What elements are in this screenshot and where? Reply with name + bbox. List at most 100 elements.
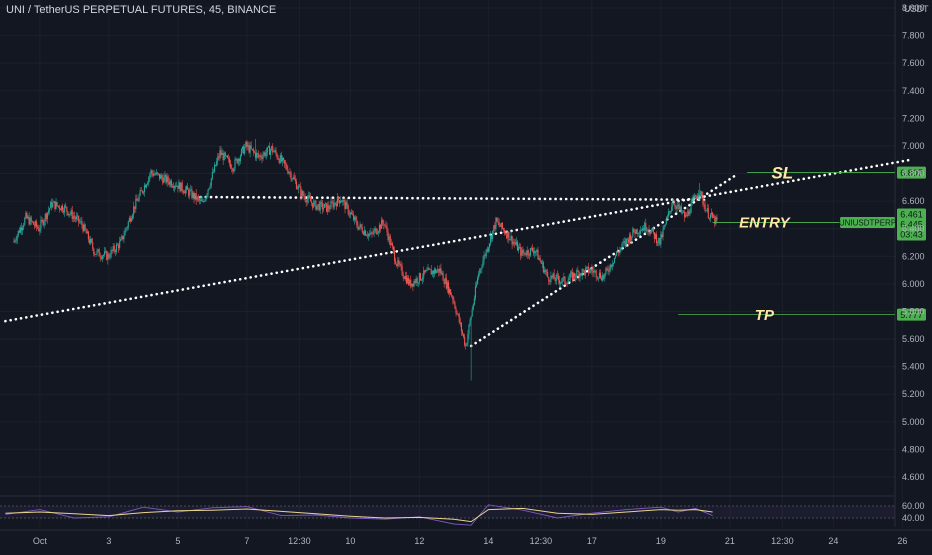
rsi-tick-label: 60.00: [902, 501, 925, 511]
candle-body: [173, 186, 175, 188]
candle-body: [234, 159, 236, 169]
candle-body: [178, 182, 180, 189]
candle-body: [482, 260, 484, 267]
candle-body: [61, 205, 64, 212]
candle-body: [135, 198, 137, 209]
candle-body: [681, 211, 683, 213]
candle-body: [486, 249, 488, 252]
candle-body: [122, 235, 124, 240]
candle-body: [497, 221, 499, 223]
time-tick-label: 26: [897, 536, 907, 546]
candle-body: [544, 270, 547, 272]
candle-body: [110, 250, 112, 258]
candle-body: [534, 250, 536, 254]
candle-body: [267, 146, 269, 148]
candle-body: [260, 155, 262, 158]
candle-body: [373, 230, 375, 234]
candle-body: [199, 199, 202, 201]
candle-body: [622, 242, 624, 244]
candle-body: [568, 278, 570, 281]
time-tick-label: 21: [725, 536, 735, 546]
candle-body: [430, 269, 432, 275]
candle-body: [299, 186, 301, 187]
candle-body: [38, 228, 40, 232]
candle-body: [478, 273, 480, 278]
candle-body: [597, 277, 599, 279]
candle-body: [511, 235, 513, 245]
candle-body: [510, 235, 512, 240]
candle-body: [304, 196, 306, 201]
candle-body: [132, 214, 134, 219]
candle-body: [579, 273, 581, 278]
candle-body: [716, 217, 718, 220]
candle-body: [296, 188, 299, 190]
time-tick-label: 19: [656, 536, 666, 546]
candle-body: [565, 283, 567, 285]
candle-body: [23, 224, 25, 228]
candle-body: [713, 216, 715, 218]
candle-body: [98, 249, 100, 257]
candle-body: [444, 278, 446, 284]
candle-body: [467, 334, 469, 344]
candle-body: [426, 270, 428, 272]
candle-body: [688, 210, 690, 215]
candle-body: [188, 189, 190, 196]
candle-body: [468, 324, 470, 335]
candle-body: [643, 228, 645, 231]
time-tick-label: 12: [414, 536, 424, 546]
candle-body: [212, 171, 215, 173]
candle-body: [123, 235, 125, 240]
candle-body: [108, 254, 110, 258]
candle-body: [473, 298, 475, 305]
candle-body: [533, 251, 535, 254]
candle-body: [402, 274, 404, 278]
candle-body: [431, 270, 433, 275]
candle-body: [555, 274, 557, 282]
candle-body: [679, 206, 681, 210]
candle-body: [386, 226, 388, 233]
candle-body: [660, 234, 662, 245]
candle-body: [185, 186, 188, 190]
time-axis: Oct 3 5 7 12:30 10 12 14 12:30 17 19 21 12:30 24 26: [33, 536, 908, 546]
candle-body: [253, 151, 255, 153]
candle-body: [523, 252, 525, 254]
candle-body: [536, 249, 538, 252]
candle-body: [349, 212, 351, 215]
price-tick-label: 8.000: [902, 3, 925, 13]
candle-body: [566, 283, 568, 285]
candle-body: [207, 189, 209, 195]
candle-body: [571, 272, 574, 280]
candle-body: [682, 211, 685, 213]
rsi-pane: 60.00 40.00: [0, 501, 925, 526]
candle-body: [636, 229, 638, 234]
candle-body: [640, 230, 643, 232]
candle-body: [388, 236, 390, 241]
candle-body: [525, 254, 527, 256]
candle-body: [201, 199, 203, 202]
candle-body: [397, 260, 399, 266]
price-tick-label: 4.600: [902, 472, 925, 482]
candle-body: [106, 251, 108, 260]
candle-body: [598, 272, 600, 278]
candle-body: [292, 177, 294, 180]
candle-body: [546, 271, 548, 273]
candle-body: [512, 241, 514, 245]
candle-body: [315, 200, 317, 210]
candle-body: [496, 217, 498, 222]
candles: [13, 139, 718, 381]
candle-body: [624, 241, 626, 245]
candle-body: [501, 222, 503, 229]
candle-body: [176, 185, 178, 187]
candle-body: [337, 196, 340, 201]
candle-body: [250, 145, 252, 149]
candle-body: [30, 217, 32, 222]
candle-body: [59, 208, 61, 211]
candle-body: [685, 214, 687, 218]
candle-body: [140, 190, 142, 192]
candle-body: [422, 277, 424, 280]
candle-body: [461, 331, 464, 334]
candle-body: [328, 205, 330, 209]
candle-body: [671, 206, 673, 212]
